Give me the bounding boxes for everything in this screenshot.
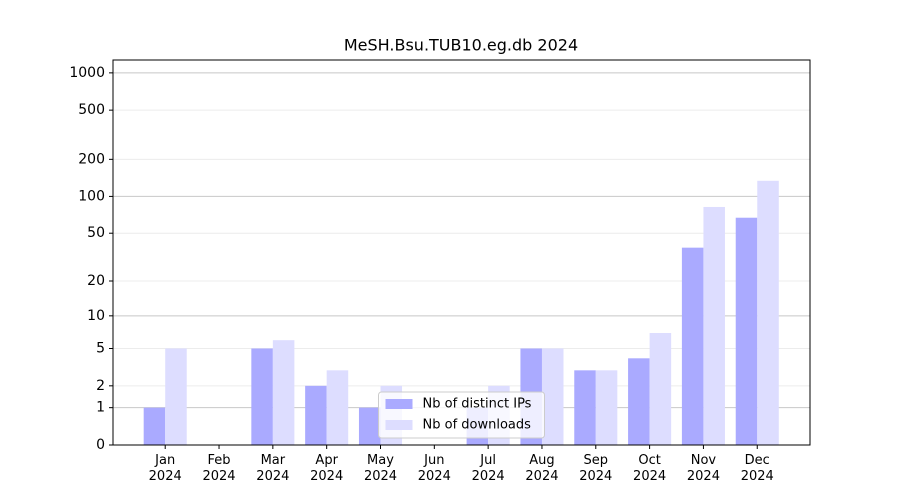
x-tick-label: Mar 2024 [256,453,290,484]
bar [628,358,650,445]
legend-box [378,391,545,439]
bar [326,370,349,445]
bar [305,385,327,445]
bar [681,247,704,445]
y-tick-label: 1 [96,400,105,416]
bar [735,217,758,445]
bar [143,407,166,445]
x-tick-label: Jul 2024 [471,453,505,484]
y-tick-label: 10 [87,308,105,324]
x-tick-label: Sep 2024 [579,453,613,484]
y-tick-label: 500 [78,102,105,118]
y-tick-label: 1000 [69,65,105,81]
y-tick-label: 2 [96,378,105,394]
legend-swatch [385,399,413,409]
x-tick-label: Apr 2024 [310,453,344,484]
chart-title: MeSH.Bsu.TUB10.eg.db 2024 [344,36,578,55]
plot-frame [112,59,811,446]
bar [595,370,618,445]
y-tick-label: 20 [87,273,105,289]
x-tick-label: Jan 2024 [148,453,182,484]
y-tick-label: 5 [96,340,105,356]
x-tick-label: Oct 2024 [633,453,667,484]
bar [165,348,187,445]
legend-label: Nb of distinct IPs [423,397,532,412]
bar [649,332,672,445]
y-tick-label: 200 [78,151,105,167]
bar [272,340,295,445]
legend-label: Nb of downloads [423,418,532,433]
y-tick-label: 100 [78,188,105,204]
bar [358,407,381,445]
bar [251,348,273,445]
bar [703,206,725,445]
bar [574,370,596,445]
x-tick-label: Nov 2024 [686,453,720,484]
x-tick-label: Aug 2024 [525,453,559,484]
legend: Nb of distinct IPs Nb of downloads [378,391,545,439]
x-tick-label: May 2024 [363,453,398,484]
x-tick-label: Jun 2024 [417,453,451,484]
x-tick-label: Dec 2024 [740,453,774,484]
y-tick-label: 50 [87,225,105,241]
x-tick-label: Feb 2024 [202,453,236,484]
legend-swatch [385,420,413,430]
bar [757,180,779,445]
y-tick-label: 0 [96,437,105,453]
bar [541,348,564,445]
